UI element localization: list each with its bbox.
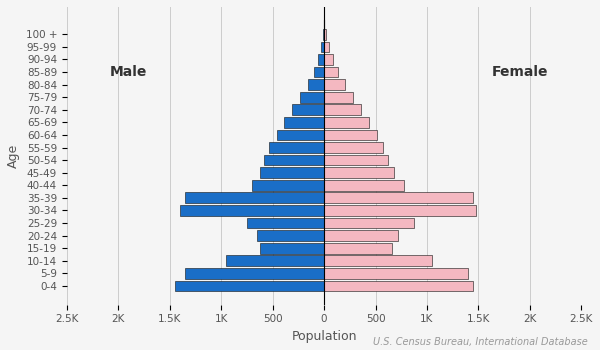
Bar — [324, 193, 473, 203]
Bar — [277, 130, 324, 140]
Bar — [324, 205, 476, 216]
Bar — [314, 67, 324, 77]
Bar — [324, 104, 361, 115]
Bar — [324, 29, 326, 40]
Text: Male: Male — [110, 65, 147, 79]
Bar — [292, 104, 324, 115]
Bar — [324, 79, 344, 90]
Bar — [260, 243, 324, 253]
Bar — [324, 142, 383, 153]
Bar — [324, 130, 377, 140]
Bar — [324, 180, 404, 191]
Bar — [226, 256, 324, 266]
Bar — [324, 256, 432, 266]
Bar — [318, 54, 324, 65]
Bar — [324, 92, 353, 103]
Bar — [180, 205, 324, 216]
Bar — [175, 281, 324, 291]
Text: U.S. Census Bureau, International Database: U.S. Census Bureau, International Databa… — [373, 336, 588, 346]
Y-axis label: Age: Age — [7, 144, 20, 168]
Bar — [324, 243, 392, 253]
Bar — [265, 155, 324, 166]
Bar — [260, 167, 324, 178]
X-axis label: Population: Population — [291, 330, 357, 343]
Bar — [324, 155, 388, 166]
Bar — [324, 67, 338, 77]
Bar — [247, 218, 324, 228]
Bar — [324, 268, 468, 279]
Text: Female: Female — [491, 65, 548, 79]
Bar — [269, 142, 324, 153]
Bar — [321, 42, 324, 52]
Bar — [301, 92, 324, 103]
Bar — [324, 281, 473, 291]
Bar — [257, 230, 324, 241]
Bar — [324, 218, 413, 228]
Bar — [252, 180, 324, 191]
Bar — [324, 230, 398, 241]
Bar — [324, 167, 394, 178]
Bar — [324, 117, 370, 128]
Bar — [323, 29, 324, 40]
Bar — [324, 42, 329, 52]
Bar — [284, 117, 324, 128]
Bar — [185, 193, 324, 203]
Bar — [324, 54, 334, 65]
Bar — [185, 268, 324, 279]
Bar — [308, 79, 324, 90]
